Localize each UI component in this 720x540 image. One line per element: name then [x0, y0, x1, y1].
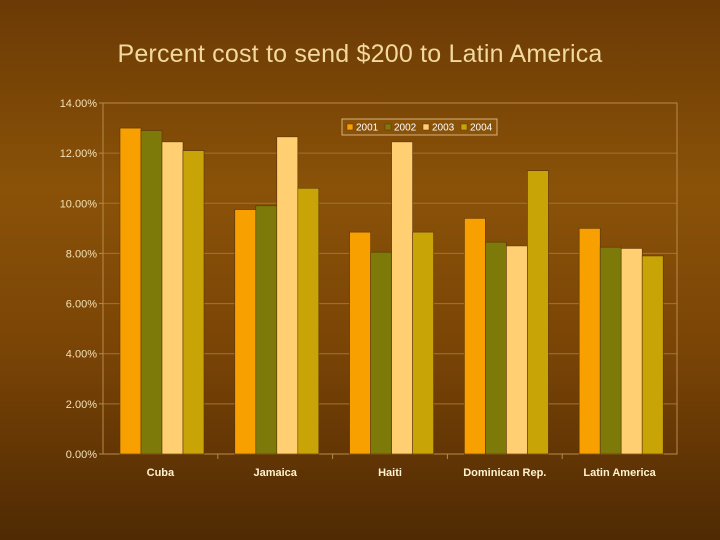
legend-label-2001: 2001: [356, 123, 379, 134]
legend-box: [341, 118, 498, 136]
bar-2001-haiti: [349, 231, 371, 455]
legend-label-2002: 2002: [394, 123, 417, 134]
bar-2002-dominican-rep-: [485, 241, 507, 455]
y-tick-label: 10.00%: [60, 198, 98, 210]
y-tick-label: 8.00%: [66, 248, 97, 260]
y-tick-label: 6.00%: [66, 299, 97, 311]
bar-2003-dominican-rep-: [506, 245, 528, 455]
legend: 2001 2002 2003 2004: [341, 118, 498, 136]
bars: [119, 127, 664, 455]
x-category-label: Dominican Rep.: [463, 467, 546, 479]
bar-2004-latin-america: [641, 255, 664, 455]
y-axis-ticks: 0.00% 2.00% 4.00% 6.00% 8.00% 10.00% 12.00% 14.…: [60, 98, 103, 461]
bar-2003-cuba: [161, 141, 184, 455]
legend-swatch-2003: [422, 123, 430, 131]
y-tick-label: 14.00%: [60, 98, 98, 110]
slide-title: Percent cost to send $200 to Latin Ameri…: [117, 40, 603, 68]
bar-2001-cuba: [119, 127, 142, 455]
bar-2003-latin-america: [620, 248, 643, 455]
legend-swatch-2002: [384, 123, 392, 131]
x-category-label: Latin America: [583, 467, 656, 479]
bar-2003-jamaica: [276, 136, 299, 455]
bar-2001-latin-america: [578, 228, 601, 455]
x-category-label: Jamaica: [253, 467, 297, 479]
legend-swatch-2004: [460, 123, 468, 131]
bar-2002-cuba: [140, 130, 163, 455]
legend-label-2003: 2003: [432, 123, 455, 134]
bar-2001-jamaica: [234, 209, 257, 455]
bar-2002-latin-america: [599, 246, 622, 455]
bar-2003-haiti: [391, 141, 413, 455]
legend-swatch-2001: [346, 123, 354, 131]
bar-2004-dominican-rep-: [527, 170, 549, 455]
bar-2002-haiti: [370, 251, 392, 455]
y-tick-label: 2.00%: [66, 399, 97, 411]
x-category-label: Haiti: [378, 467, 402, 479]
bar-2004-cuba: [182, 150, 205, 455]
bar-2002-jamaica: [255, 205, 278, 455]
bar-2004-haiti: [412, 231, 434, 455]
legend-label-2004: 2004: [470, 123, 493, 134]
y-tick-label: 0.00%: [66, 449, 97, 461]
y-tick-label: 4.00%: [66, 349, 97, 361]
x-axis-categories: Cuba Jamaica Haiti Dominican Rep. Latin Amer…: [147, 454, 657, 479]
bar-2004-jamaica: [297, 187, 320, 455]
bar-2001-dominican-rep-: [464, 218, 486, 455]
x-category-label: Cuba: [147, 467, 175, 479]
y-tick-label: 12.00%: [60, 148, 98, 160]
